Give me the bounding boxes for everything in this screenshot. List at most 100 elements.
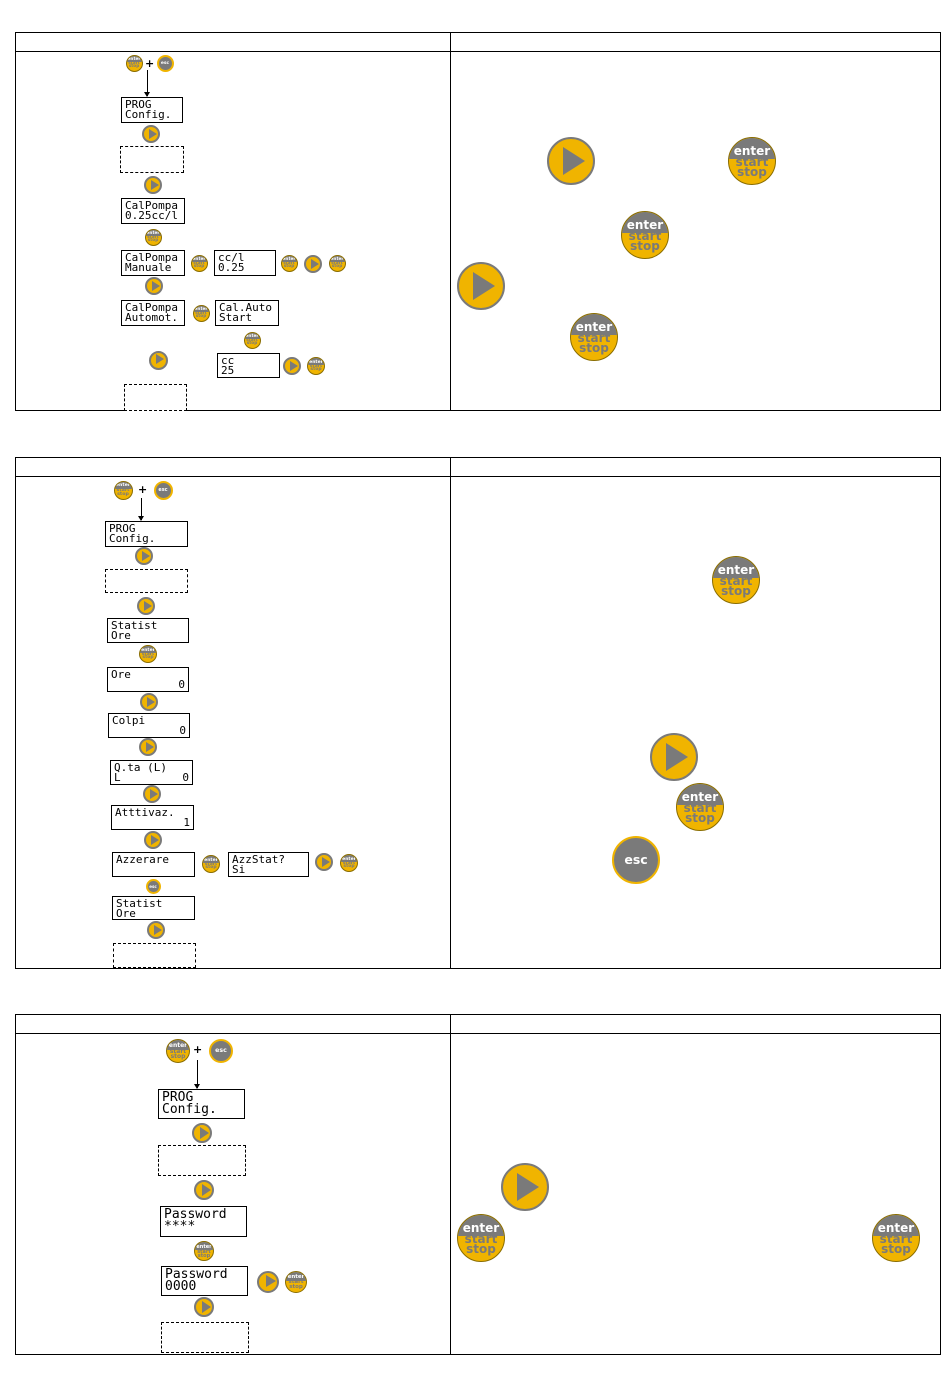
button-label: start xyxy=(169,1048,187,1056)
play-icon[interactable] xyxy=(547,137,595,185)
button-label: esc xyxy=(215,1047,227,1054)
enter-start-stop-button[interactable]: enter start stop xyxy=(139,645,157,663)
lcd-calpompa-automat: CalPompa Automot. xyxy=(121,300,185,326)
button-label: start xyxy=(309,363,323,369)
lcd-password-value: Password 0000 xyxy=(161,1266,248,1296)
enter-start-stop-button[interactable]: enter start stop xyxy=(621,211,669,259)
button-label: enter xyxy=(717,562,755,577)
play-icon[interactable] xyxy=(501,1163,549,1211)
enter-start-stop-button[interactable]: enter start stop xyxy=(243,331,261,349)
play-icon[interactable] xyxy=(135,547,153,565)
button-top-half xyxy=(571,314,617,335)
button-top-half xyxy=(286,1272,306,1281)
lcd-prog-config: PROG Config. xyxy=(121,97,183,123)
enter-start-stop-button[interactable]: enter start stop xyxy=(457,1214,505,1262)
enter-start-stop-button[interactable]: enter start stop xyxy=(307,357,325,375)
button-top-half xyxy=(195,1242,213,1251)
button-label: start xyxy=(128,60,140,66)
button-top-half xyxy=(191,255,207,263)
play-icon[interactable] xyxy=(144,176,162,194)
lcd-empty xyxy=(113,943,196,968)
lcd-empty xyxy=(161,1322,249,1353)
button-top-half xyxy=(281,255,297,263)
enter-start-stop-button[interactable]: enter start stop xyxy=(280,254,298,272)
triangle-shape xyxy=(154,924,163,935)
enter-start-stop-button[interactable]: enter start stop xyxy=(194,1241,214,1261)
button-label: enter xyxy=(115,483,131,489)
play-icon[interactable] xyxy=(315,853,333,871)
enter-start-stop-button[interactable]: enter start stop xyxy=(285,1271,307,1293)
play-icon[interactable] xyxy=(147,921,165,939)
esc-button[interactable]: esc xyxy=(612,836,660,884)
button-label: stop xyxy=(881,1241,911,1256)
play-icon[interactable] xyxy=(192,1123,212,1143)
button-label: enter xyxy=(626,217,664,232)
esc-button[interactable]: esc xyxy=(145,878,161,894)
play-icon[interactable] xyxy=(194,1180,214,1200)
triangle-shape xyxy=(150,788,159,799)
lcd-azzstat: AzzStat? Si xyxy=(228,852,309,877)
play-icon[interactable] xyxy=(145,277,163,295)
button-label: enter xyxy=(462,1220,500,1235)
esc-button[interactable]: esc xyxy=(209,1039,233,1063)
triangle-shape xyxy=(151,179,160,190)
play-icon[interactable] xyxy=(140,693,158,711)
lcd-azzerare: Azzerare xyxy=(112,852,195,877)
button-top-half xyxy=(114,481,132,490)
button-label: stop xyxy=(246,341,258,347)
button-label: stop xyxy=(310,367,322,373)
button-label: start xyxy=(464,1232,498,1247)
enter-start-stop-button[interactable]: enter start stop xyxy=(340,854,358,872)
esc-button[interactable]: esc xyxy=(156,54,174,72)
play-icon[interactable] xyxy=(144,831,162,849)
button-label: enter xyxy=(127,56,141,62)
button-label: start xyxy=(342,860,356,866)
play-icon[interactable] xyxy=(457,262,505,310)
play-icon[interactable] xyxy=(139,738,157,756)
enter-start-stop-button[interactable]: enter start stop xyxy=(328,254,346,272)
button-label: start xyxy=(141,651,155,657)
button-label: start xyxy=(116,487,130,493)
esc-button[interactable]: esc xyxy=(153,480,173,500)
button-label: enter xyxy=(287,1274,305,1281)
panel-calpompa xyxy=(15,32,941,411)
enter-start-stop-button[interactable]: enter start stop xyxy=(676,783,724,831)
triangle-shape xyxy=(152,280,161,291)
button-label: start xyxy=(735,155,769,170)
play-icon[interactable] xyxy=(304,255,322,273)
button-top-half xyxy=(167,1040,189,1050)
enter-start-stop-button[interactable]: enter start stop xyxy=(190,254,208,272)
play-icon[interactable] xyxy=(194,1297,214,1317)
button-label: start xyxy=(719,574,753,589)
enter-start-stop-button[interactable]: enter start stop xyxy=(192,304,210,322)
enter-start-stop-button[interactable]: enter start stop xyxy=(144,228,162,246)
button-label: esc xyxy=(160,60,170,66)
enter-start-stop-button[interactable]: enter start stop xyxy=(113,480,133,500)
enter-start-stop-button[interactable]: enter start stop xyxy=(202,855,220,873)
lcd-empty xyxy=(120,146,184,173)
play-icon[interactable] xyxy=(283,357,301,375)
lcd-attivaz: Atttivaz. 1 xyxy=(111,805,194,830)
enter-start-stop-button[interactable]: enter start stop xyxy=(872,1214,920,1262)
column-divider xyxy=(450,33,451,410)
enter-start-stop-button[interactable]: enter start stop xyxy=(125,54,143,72)
button-label: esc xyxy=(158,486,168,493)
button-label: enter xyxy=(282,256,296,262)
button-top-half xyxy=(458,1215,504,1236)
enter-start-stop-button[interactable]: enter start stop xyxy=(166,1039,190,1063)
play-icon[interactable] xyxy=(148,350,168,370)
enter-start-stop-button[interactable]: enter start stop xyxy=(570,313,618,361)
play-icon[interactable] xyxy=(137,597,155,615)
play-icon[interactable] xyxy=(143,785,161,803)
enter-start-stop-button[interactable]: enter start stop xyxy=(712,556,760,604)
button-label: stop xyxy=(193,264,205,270)
play-icon[interactable] xyxy=(142,125,160,143)
button-label: esc xyxy=(624,852,648,867)
button-label: stop xyxy=(147,238,159,244)
button-label: enter xyxy=(196,1243,212,1250)
play-icon[interactable] xyxy=(650,733,698,781)
button-label: stop xyxy=(721,583,751,598)
play-icon[interactable] xyxy=(257,1271,279,1293)
enter-start-stop-button[interactable]: enter start stop xyxy=(728,137,776,185)
